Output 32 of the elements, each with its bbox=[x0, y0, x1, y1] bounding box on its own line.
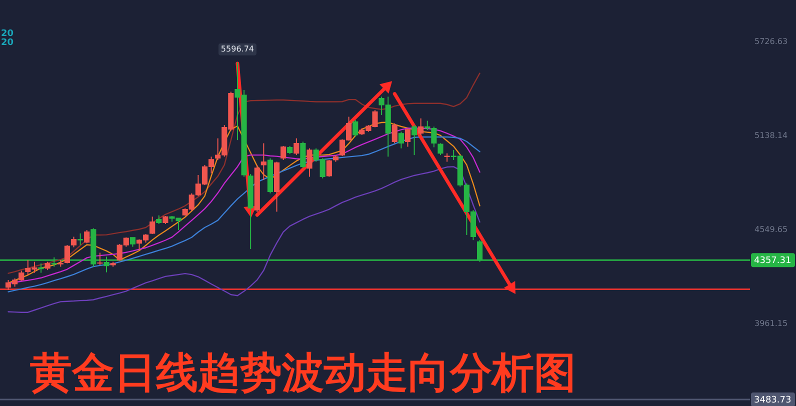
candlestick bbox=[300, 141, 306, 169]
candlestick bbox=[78, 232, 84, 246]
candlestick bbox=[38, 262, 44, 274]
candlestick bbox=[352, 119, 358, 138]
candlestick bbox=[260, 142, 266, 180]
ref-line-label: 3483.73 bbox=[754, 396, 792, 406]
y-tick-label: 5138.14 bbox=[754, 131, 788, 140]
text: 黄金日线趋势波动走向分析图 bbox=[30, 348, 576, 397]
candlestick bbox=[398, 131, 404, 149]
annotation: 5596.74 bbox=[220, 44, 254, 54]
candlestick bbox=[326, 160, 332, 178]
y-tick-label: 4549.65 bbox=[754, 224, 788, 234]
annotation: 20 bbox=[1, 29, 14, 39]
candlestick bbox=[306, 148, 312, 178]
y-tick-label: 5726.63 bbox=[754, 37, 788, 46]
annotation: 20 bbox=[1, 38, 14, 48]
candlestick bbox=[280, 145, 286, 161]
ref-line-label: 4357.31 bbox=[754, 256, 792, 266]
line-series bbox=[8, 72, 480, 274]
candlestick bbox=[150, 216, 156, 235]
candlestick bbox=[130, 236, 136, 248]
line-series bbox=[8, 166, 480, 313]
candlestick bbox=[392, 122, 398, 144]
candlestick bbox=[418, 118, 424, 136]
candlestick bbox=[64, 244, 70, 264]
candlestick bbox=[404, 128, 411, 148]
candlestick bbox=[70, 236, 77, 248]
candlestick bbox=[412, 124, 418, 156]
candlestick bbox=[84, 230, 90, 244]
candlestick bbox=[294, 138, 300, 156]
candlestick bbox=[97, 252, 103, 266]
y-tick-label: 3961.15 bbox=[754, 318, 788, 328]
